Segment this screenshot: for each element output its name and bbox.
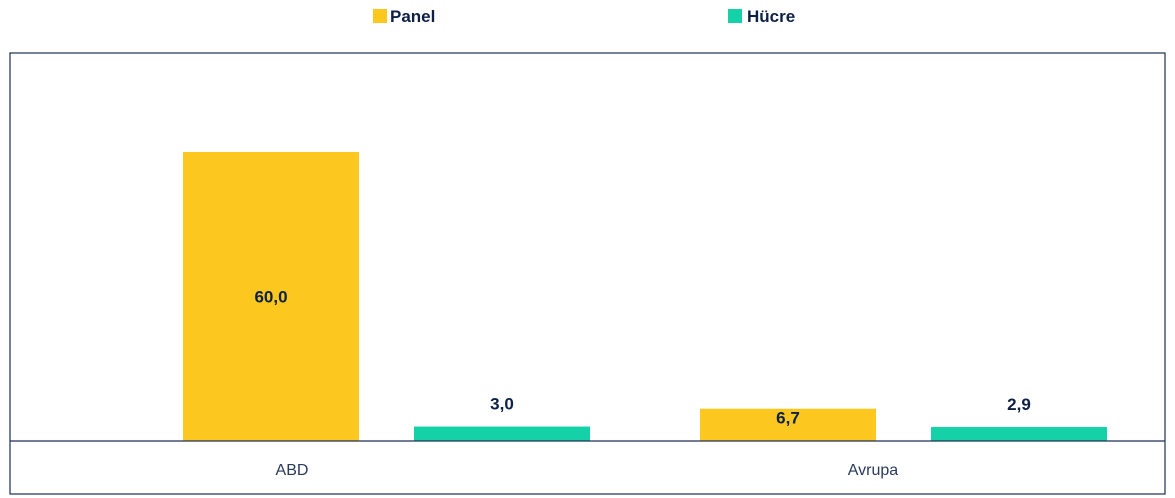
legend-label-panel: Panel xyxy=(390,7,435,26)
category-label-abd: ABD xyxy=(276,462,309,479)
bar-hcre-avrupa xyxy=(931,427,1107,441)
value-labels: 60,0 6,7 3,0 2,9 xyxy=(254,288,1030,428)
bar-panel-abd xyxy=(183,152,359,441)
data-label: 6,7 xyxy=(776,409,800,428)
category-label-avrupa: Avrupa xyxy=(848,462,899,479)
legend: Panel Hücre xyxy=(373,7,795,26)
legend-swatch-hucre xyxy=(728,9,742,23)
plot-frame xyxy=(9,52,1166,495)
legend-label-hucre: Hücre xyxy=(747,7,795,26)
bar-hcre-abd xyxy=(414,426,590,441)
plot-border xyxy=(9,52,1166,495)
bars xyxy=(183,152,1107,441)
bar-panel-avrupa xyxy=(700,408,876,441)
legend-swatch-panel xyxy=(373,9,387,23)
data-label: 2,9 xyxy=(1007,395,1031,414)
data-label: 3,0 xyxy=(490,395,514,414)
category-labels: ABD Avrupa xyxy=(276,462,899,479)
data-label: 60,0 xyxy=(254,288,287,307)
